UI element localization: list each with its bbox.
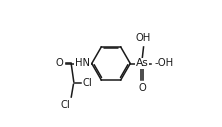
- Text: O: O: [138, 83, 146, 93]
- Text: OH: OH: [136, 33, 151, 43]
- Text: O: O: [55, 59, 63, 68]
- Text: Cl: Cl: [83, 78, 92, 88]
- Text: -OH: -OH: [154, 59, 173, 68]
- Text: Cl: Cl: [60, 100, 70, 110]
- Text: As: As: [136, 59, 149, 68]
- Text: HN: HN: [75, 59, 90, 68]
